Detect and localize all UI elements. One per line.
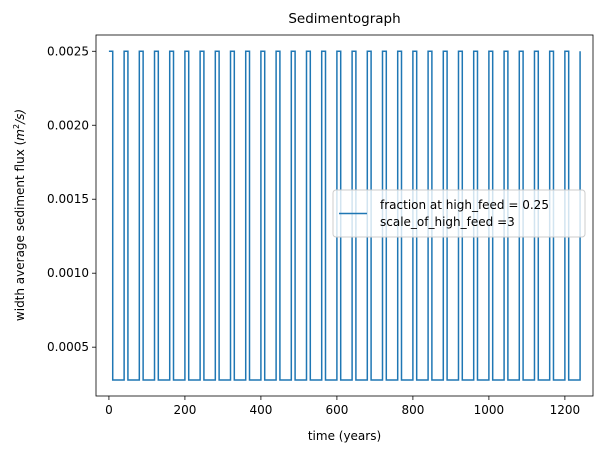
x-tick-label: 600 xyxy=(325,403,348,417)
y-tick-label: 0.0020 xyxy=(47,118,89,132)
y-tick-label: 0.0010 xyxy=(47,266,89,280)
x-axis-label: time (years) xyxy=(308,429,381,443)
series-line xyxy=(108,50,581,381)
y-axis-label: width average sediment flux (m2/s) xyxy=(12,109,27,321)
y-axis-label-unit: m xyxy=(13,129,27,141)
y-axis-label-main: width average sediment flux ( xyxy=(13,141,27,321)
y-tick-label: 0.0015 xyxy=(47,192,89,206)
y-tick-label: 0.0005 xyxy=(47,340,89,354)
x-tick-label: 400 xyxy=(249,403,272,417)
legend: fraction at high_feed = 0.25 scale_of_hi… xyxy=(332,189,586,238)
y-axis-label-exp: 2 xyxy=(12,124,21,129)
x-axis-ticks: 0 200 400 600 800 1000 1200 xyxy=(105,396,580,417)
x-tick-label: 1000 xyxy=(474,403,505,417)
chart-title: Sedimentograph xyxy=(288,11,400,27)
legend-box xyxy=(332,189,586,238)
y-tick-label: 0.0025 xyxy=(47,44,89,58)
x-tick-label: 800 xyxy=(401,403,424,417)
legend-label-line2: scale_of_high_feed =3 xyxy=(380,215,515,229)
x-tick-label: 200 xyxy=(173,403,196,417)
legend-label-line1: fraction at high_feed = 0.25 xyxy=(380,198,549,212)
y-axis-ticks: 0.0005 0.0010 0.0015 0.0020 0.0025 xyxy=(47,44,96,354)
x-tick-label: 1200 xyxy=(550,403,581,417)
y-axis-label-tail: /s) xyxy=(13,109,27,125)
x-tick-label: 0 xyxy=(105,403,113,417)
plot-frame xyxy=(95,34,594,397)
